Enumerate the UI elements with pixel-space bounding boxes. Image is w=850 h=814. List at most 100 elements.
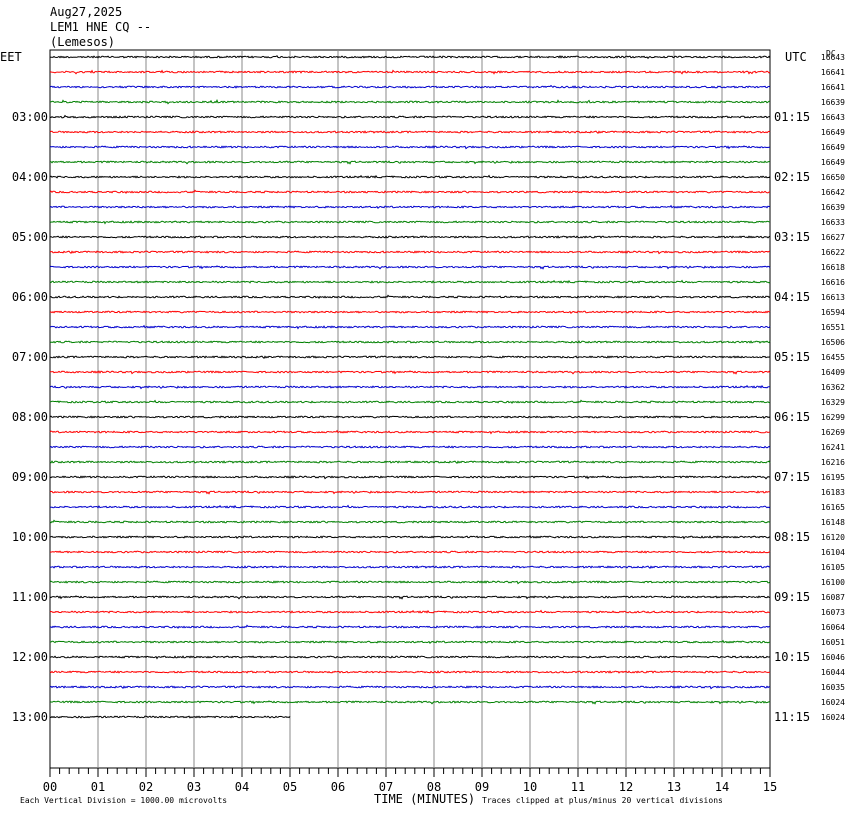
- dc-value-0: 16643: [821, 53, 845, 62]
- hour-label-right-9: 10:15: [774, 650, 810, 664]
- hour-label-left-3: 06:00: [12, 290, 48, 304]
- trace-6: [49, 145, 771, 150]
- trace-17: [49, 310, 771, 314]
- dc-value-20: 16455: [821, 353, 845, 362]
- trace-5: [49, 130, 771, 134]
- trace-22: [49, 384, 770, 390]
- trace-35: [49, 580, 771, 585]
- dc-value-34: 16105: [821, 563, 845, 572]
- trace-20: [49, 355, 771, 359]
- x-tick-label-10: 10: [523, 780, 537, 794]
- trace-36: [49, 595, 771, 600]
- dc-value-2: 16641: [821, 83, 845, 92]
- dc-value-13: 16622: [821, 248, 845, 257]
- x-tick-label-06: 06: [331, 780, 345, 794]
- trace-27: [49, 460, 771, 464]
- trace-44: [49, 715, 291, 719]
- date-label: Aug27,2025: [50, 5, 123, 19]
- dc-value-6: 16649: [821, 143, 845, 152]
- dc-value-31: 16148: [821, 518, 845, 527]
- station-label: (Lemesos): [50, 35, 116, 49]
- trace-7: [49, 160, 771, 165]
- dc-value-28: 16195: [821, 473, 845, 482]
- trace-33: [49, 550, 771, 554]
- dc-value-10: 16639: [821, 203, 845, 212]
- trace-41: [49, 670, 771, 674]
- x-tick-label-13: 13: [667, 780, 681, 794]
- hour-label-right-3: 04:15: [774, 290, 810, 304]
- trace-15: [49, 279, 771, 284]
- trace-1: [49, 69, 771, 75]
- trace-26: [49, 445, 771, 449]
- hour-label-left-4: 07:00: [12, 350, 48, 364]
- x-tick-label-00: 00: [43, 780, 57, 794]
- x-tick-label-14: 14: [715, 780, 729, 794]
- hour-label-right-2: 03:15: [774, 230, 810, 244]
- dc-value-29: 16183: [821, 488, 845, 497]
- dc-value-3: 16639: [821, 98, 845, 107]
- dc-value-9: 16642: [821, 188, 845, 197]
- dc-value-19: 16506: [821, 338, 845, 347]
- x-tick-label-12: 12: [619, 780, 633, 794]
- x-axis-label: TIME (MINUTES): [374, 792, 476, 806]
- trace-29: [49, 490, 771, 495]
- plot-frame: [49, 49, 771, 769]
- trace-8: [49, 174, 771, 179]
- trace-32: [49, 534, 771, 540]
- hour-label-left-8: 11:00: [12, 590, 48, 604]
- hour-label-left-0: 03:00: [12, 110, 48, 124]
- dc-value-5: 16649: [821, 128, 845, 137]
- dc-value-24: 16299: [821, 413, 845, 422]
- dc-value-4: 16643: [821, 113, 845, 122]
- dc-value-38: 16064: [821, 623, 845, 632]
- hour-label-left-6: 09:00: [12, 470, 48, 484]
- dc-value-25: 16269: [821, 428, 845, 437]
- hour-label-left-2: 05:00: [12, 230, 48, 244]
- dc-value-26: 16241: [821, 443, 845, 452]
- dc-value-18: 16551: [821, 323, 845, 332]
- hour-label-right-0: 01:15: [774, 110, 810, 124]
- trace-34: [49, 565, 771, 569]
- footer-clip-note: Traces clipped at plus/minus 20 vertical…: [482, 796, 723, 805]
- x-tick-label-04: 04: [235, 780, 249, 794]
- dc-value-30: 16165: [821, 503, 845, 512]
- hour-label-right-1: 02:15: [774, 170, 810, 184]
- dc-value-42: 16035: [821, 683, 845, 692]
- hour-label-left-7: 10:00: [12, 530, 48, 544]
- dc-value-17: 16594: [821, 308, 845, 317]
- dc-value-12: 16627: [821, 233, 845, 242]
- trace-38: [49, 624, 771, 629]
- trace-18: [49, 324, 771, 330]
- dc-label: DC: [826, 49, 836, 58]
- trace-37: [49, 609, 771, 614]
- hour-label-right-6: 07:15: [774, 470, 810, 484]
- dc-value-44: 16024: [821, 713, 845, 722]
- trace-16: [49, 294, 771, 299]
- trace-21: [49, 370, 771, 375]
- x-tick-label-03: 03: [187, 780, 201, 794]
- x-tick-label-08: 08: [427, 780, 441, 794]
- hour-label-right-4: 05:15: [774, 350, 810, 364]
- hour-label-right-10: 11:15: [774, 710, 810, 724]
- hour-label-left-9: 12:00: [12, 650, 48, 664]
- trace-39: [50, 639, 771, 644]
- dc-value-7: 16649: [821, 158, 845, 167]
- channel-label: LEM1 HNE CQ --: [50, 20, 152, 34]
- trace-19: [49, 340, 771, 344]
- dc-value-22: 16362: [821, 383, 845, 392]
- trace-10: [49, 204, 771, 209]
- trace-0: [49, 55, 771, 60]
- trace-40: [49, 655, 771, 660]
- trace-23: [49, 399, 771, 404]
- x-tick-label-15: 15: [763, 780, 777, 794]
- x-tick-label-02: 02: [139, 780, 153, 794]
- trace-31: [49, 519, 771, 524]
- trace-25: [49, 429, 771, 435]
- dc-value-43: 16024: [821, 698, 845, 707]
- x-tick-label-05: 05: [283, 780, 297, 794]
- x-tick-label-07: 07: [379, 780, 393, 794]
- hour-label-right-7: 08:15: [774, 530, 810, 544]
- hour-label-right-5: 06:15: [774, 410, 810, 424]
- trace-14: [49, 265, 771, 270]
